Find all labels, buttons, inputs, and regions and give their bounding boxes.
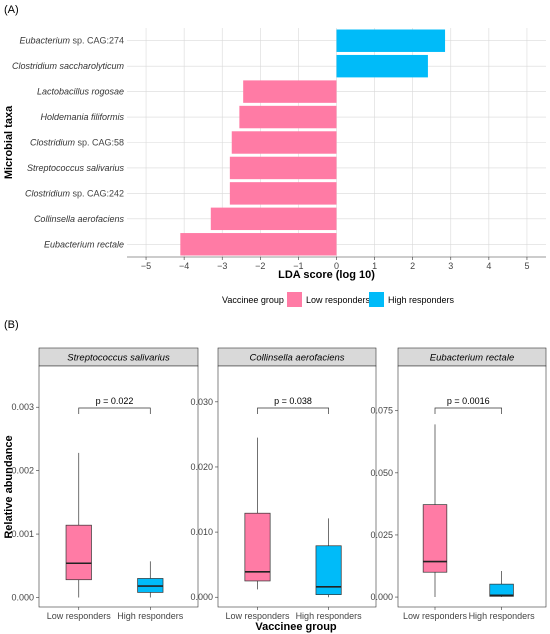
taxon-name: Eubacterium rectale (44, 239, 124, 249)
y-tick-label: 0.010 (190, 527, 213, 537)
taxon-name: Clostridium saccharolyticum (12, 61, 125, 71)
x-tick-label: 4 (486, 261, 491, 271)
y-axis-title: Microbial taxa (3, 105, 15, 179)
panel-b-label: (B) (4, 319, 19, 331)
lda-bar (239, 105, 337, 129)
y-tick-label: 0.030 (190, 397, 213, 407)
box (244, 512, 271, 582)
taxon-name: Clostridium (25, 188, 71, 198)
x-tick-label: 0 (334, 261, 339, 271)
lda-bar (336, 29, 446, 52)
panel-frame (217, 365, 377, 608)
lda-bar (180, 233, 337, 256)
x-tick-label: −1 (293, 261, 303, 271)
panel-frame (397, 365, 547, 608)
y-tick-label: 0.025 (370, 530, 393, 540)
y-tick-label: 0.002 (11, 466, 34, 476)
taxon-name: Lactobacillus rogosae (37, 87, 124, 97)
p-value-label: p = 0.022 (96, 396, 134, 406)
x-tick-label: High responders (117, 611, 184, 621)
taxon-label: Clostridium sp. CAG:58 (30, 138, 124, 148)
y-tick-label: 0.075 (370, 406, 393, 416)
x-tick-label: −5 (141, 261, 151, 271)
facet-title: Streptococcus salivarius (67, 353, 170, 364)
p-value-label: p = 0.0016 (447, 396, 490, 406)
x-tick-label: −2 (255, 261, 265, 271)
taxon-label: Holdemania filiformis (40, 112, 124, 122)
y-tick-label: 0.050 (370, 468, 393, 478)
taxon-label: Eubacterium rectale (44, 239, 124, 249)
y-tick-label: 0.001 (11, 529, 34, 539)
lda-bar (210, 207, 337, 231)
significance-bracket (78, 407, 151, 414)
legend: Vaccinee group Low responders High respond… (222, 292, 455, 307)
lda-bar-chart: Eubacterium sp. CAG:274 Clostridium sacch… (3, 28, 546, 281)
legend-title: Vaccinee group (222, 295, 284, 305)
y-tick-label: 0.000 (11, 592, 34, 602)
taxon-label: Eubacterium sp. CAG:274 (19, 36, 124, 46)
legend-label: Low responders (306, 295, 371, 305)
taxon-name: Eubacterium (19, 36, 70, 46)
box (422, 504, 448, 573)
x-tick-label: 5 (524, 261, 529, 271)
box (65, 524, 92, 581)
y-tick-label: 0.003 (11, 402, 34, 412)
lda-bar (231, 131, 337, 154)
lda-bar (229, 156, 337, 180)
taxon-name: Streptococcus salivarius (27, 163, 125, 173)
legend-key (369, 292, 384, 307)
panel-a-label: (A) (4, 4, 19, 16)
significance-bracket (434, 407, 502, 414)
taxon-suffix: sp. CAG:242 (70, 188, 124, 198)
taxon-name: Holdemania filiformis (40, 112, 124, 122)
p-value-label: p = 0.038 (274, 396, 312, 406)
taxon-label: Streptococcus salivarius (27, 163, 125, 173)
box (489, 583, 514, 597)
facet-title: Eubacterium rectale (430, 353, 514, 364)
x-axis-title: Vaccinee group (255, 621, 337, 633)
taxon-suffix: sp. CAG:58 (75, 138, 124, 148)
significance-bracket (257, 407, 329, 414)
taxon-label: Clostridium sp. CAG:242 (25, 188, 124, 198)
taxon-label: Clostridium saccharolyticum (12, 61, 125, 71)
x-tick-label: −3 (217, 261, 227, 271)
x-tick-label: 1 (372, 261, 377, 271)
y-axis-title: Relative abundance (3, 435, 15, 538)
x-tick-label: High responders (469, 611, 536, 621)
x-tick-label: Low responders (47, 611, 112, 621)
x-axis-title: LDA score (log 10) (278, 269, 375, 281)
taxon-name: Clostridium (30, 138, 76, 148)
boxplot-panels: Streptococcus salivarius 0.000 0.001 0.002 0… (3, 347, 547, 633)
lda-bar (243, 80, 337, 103)
taxon-label: Lactobacillus rogosae (37, 87, 124, 97)
x-tick-label: Low responders (225, 611, 290, 621)
lda-bar (229, 182, 337, 205)
x-tick-label: High responders (296, 611, 363, 621)
y-tick-label: 0.000 (190, 592, 213, 602)
y-tick-label: 0.000 (370, 592, 393, 602)
x-tick-label: Low responders (403, 611, 468, 621)
y-tick-label: 0.020 (190, 462, 213, 472)
x-tick-label: −4 (179, 261, 189, 271)
taxon-suffix: sp. CAG:274 (70, 36, 124, 46)
lda-bar (336, 54, 428, 78)
taxon-name: Collinsella aerofaciens (34, 214, 125, 224)
x-tick-label: 3 (448, 261, 453, 271)
legend-key (287, 292, 302, 307)
x-tick-label: 2 (410, 261, 415, 271)
facet-title: Collinsella aerofaciens (249, 353, 344, 364)
panel-frame (38, 365, 199, 608)
taxon-label: Collinsella aerofaciens (34, 214, 125, 224)
legend-label: High responders (388, 295, 455, 305)
